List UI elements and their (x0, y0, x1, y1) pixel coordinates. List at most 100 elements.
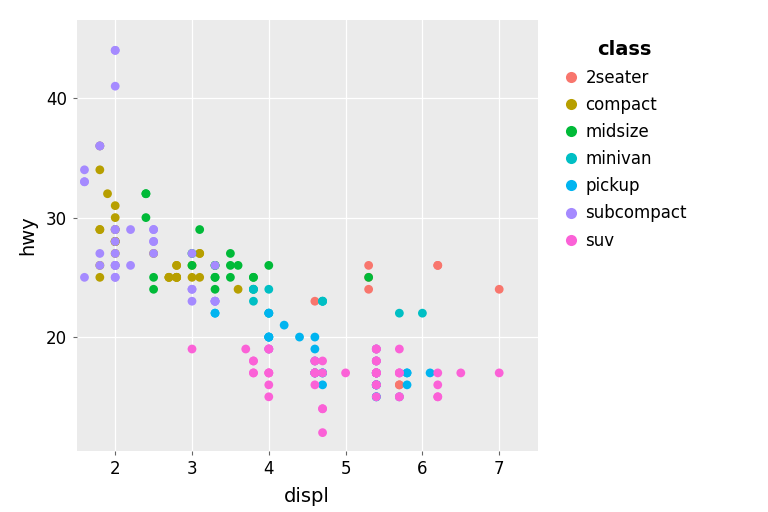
Point (370, 369, 382, 377)
Point (370, 369, 382, 377)
Point (140, 189, 152, 198)
Point (263, 369, 275, 377)
Point (109, 273, 121, 282)
Point (194, 249, 206, 258)
Point (109, 261, 121, 269)
Point (147, 285, 160, 293)
Point (309, 333, 321, 341)
Point (94, 249, 106, 258)
Point (263, 309, 275, 317)
Point (209, 261, 221, 269)
Point (109, 238, 121, 246)
Point (263, 345, 275, 353)
Point (370, 381, 382, 389)
Point (78, 178, 91, 186)
Point (432, 393, 444, 401)
Point (493, 285, 505, 293)
Point (370, 345, 382, 353)
Point (263, 381, 275, 389)
Point (194, 225, 206, 233)
Point (263, 393, 275, 401)
Point (263, 369, 275, 377)
Point (94, 261, 106, 269)
Point (209, 309, 221, 317)
Point (109, 225, 121, 233)
Point (370, 381, 382, 389)
Point (186, 261, 198, 269)
Point (401, 381, 413, 389)
Point (78, 273, 91, 282)
Point (263, 333, 275, 341)
Point (263, 333, 275, 341)
Point (316, 357, 329, 365)
Point (170, 273, 183, 282)
Point (224, 273, 237, 282)
Point (370, 345, 382, 353)
Point (209, 297, 221, 305)
Point (186, 345, 198, 353)
Point (278, 321, 290, 329)
Point (78, 166, 91, 174)
Point (362, 261, 375, 269)
Point (401, 369, 413, 377)
Point (370, 369, 382, 377)
Point (109, 202, 121, 210)
Point (370, 381, 382, 389)
Point (186, 249, 198, 258)
Point (94, 261, 106, 269)
Point (316, 297, 329, 305)
Point (247, 285, 260, 293)
Point (109, 238, 121, 246)
Point (194, 273, 206, 282)
Point (170, 273, 183, 282)
Point (370, 393, 382, 401)
Point (309, 369, 321, 377)
Point (393, 369, 406, 377)
Point (432, 393, 444, 401)
Point (370, 345, 382, 353)
Point (109, 249, 121, 258)
Point (263, 333, 275, 341)
Point (140, 214, 152, 222)
Point (316, 369, 329, 377)
Point (109, 238, 121, 246)
Point (309, 345, 321, 353)
Point (209, 273, 221, 282)
Point (78, 178, 91, 186)
Point (94, 225, 106, 233)
Point (109, 214, 121, 222)
Point (163, 273, 175, 282)
Point (370, 381, 382, 389)
Point (309, 357, 321, 365)
Point (101, 189, 114, 198)
Point (393, 381, 406, 389)
Point (339, 369, 352, 377)
Point (316, 404, 329, 413)
Point (370, 369, 382, 377)
Point (232, 261, 244, 269)
Point (186, 249, 198, 258)
Point (362, 273, 375, 282)
Point (370, 393, 382, 401)
Point (186, 285, 198, 293)
Point (94, 273, 106, 282)
Point (147, 238, 160, 246)
Point (362, 285, 375, 293)
Point (209, 261, 221, 269)
Point (247, 369, 260, 377)
Point (209, 297, 221, 305)
Point (109, 82, 121, 90)
Point (309, 369, 321, 377)
Point (240, 345, 252, 353)
Point (316, 297, 329, 305)
Point (309, 369, 321, 377)
Point (163, 273, 175, 282)
Point (109, 261, 121, 269)
Point (370, 381, 382, 389)
X-axis label: displ: displ (284, 486, 330, 506)
Point (263, 309, 275, 317)
Point (316, 369, 329, 377)
Point (455, 369, 467, 377)
Point (263, 345, 275, 353)
Point (247, 285, 260, 293)
